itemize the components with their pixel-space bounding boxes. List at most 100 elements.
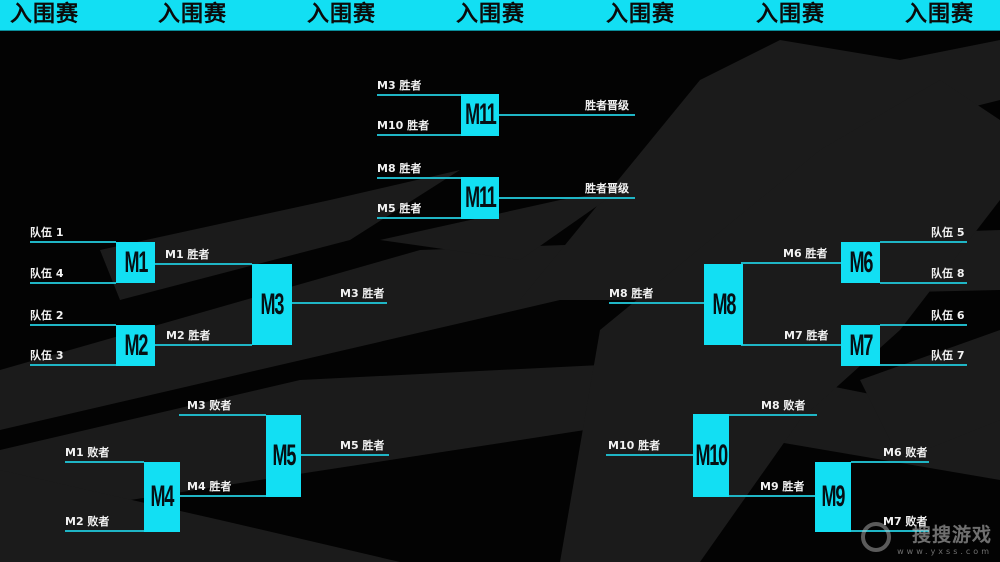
bracket-line	[377, 94, 461, 96]
bg-stripe	[100, 170, 460, 300]
bracket-line	[729, 495, 815, 497]
watermark-name: 搜搜游戏	[911, 524, 992, 546]
match-box[interactable]: M3	[252, 264, 292, 345]
match-output-label: M8 胜者	[609, 287, 654, 300]
banner-title: 入围赛	[456, 2, 526, 27]
bracket-line	[301, 454, 389, 456]
bracket-line	[499, 197, 635, 199]
match-input-label: M7 败者	[883, 515, 928, 528]
match-input-label: 队伍 7	[931, 349, 965, 362]
bracket-line	[741, 262, 841, 264]
banner-title: 入围赛	[756, 2, 826, 27]
match-output-label: M9 胜者	[760, 480, 805, 493]
bracket-line	[880, 241, 967, 243]
match-id: M7	[849, 328, 873, 362]
match-input-label: M6 败者	[883, 446, 928, 459]
header-banner: 入围赛 入围赛 入围赛 入围赛 入围赛 入围赛 入围赛	[0, 0, 1000, 31]
bg-stripe	[560, 80, 1000, 562]
match-box[interactable]: M8	[704, 264, 743, 345]
match-input-label: M8 胜者	[377, 162, 422, 175]
match-input-label: 队伍 8	[931, 267, 965, 280]
match-input-label: M1 败者	[65, 446, 110, 459]
match-box[interactable]: M6	[841, 242, 880, 283]
match-input-label: M8 败者	[761, 399, 806, 412]
match-input-label: M3 胜者	[377, 79, 422, 92]
bracket-line	[499, 114, 635, 116]
bracket-line	[377, 177, 461, 179]
bracket-line	[30, 241, 116, 243]
match-input-label: M5 胜者	[377, 202, 422, 215]
bracket-line	[179, 414, 266, 416]
match-output-label: M6 胜者	[783, 247, 828, 260]
match-input-label: 队伍 6	[931, 309, 965, 322]
match-id: M1	[124, 245, 148, 279]
match-output-label: M3 胜者	[340, 287, 385, 300]
bracket-line	[606, 454, 693, 456]
match-box[interactable]: M2	[116, 325, 155, 366]
watermark-url: www.yxss.com	[897, 547, 992, 556]
match-output-label: 胜者晋级	[585, 182, 629, 195]
search-logo-icon	[861, 522, 892, 552]
match-output-label: 胜者晋级	[585, 99, 629, 112]
bracket-line	[155, 344, 252, 346]
match-id: M2	[124, 328, 148, 362]
match-id: M5	[272, 439, 296, 472]
match-box[interactable]: M11	[461, 94, 499, 136]
banner-title: 入围赛	[158, 2, 228, 27]
match-box[interactable]: M5	[266, 415, 301, 497]
bracket-line	[880, 324, 967, 326]
match-id: M6	[849, 245, 873, 279]
match-output-label: M1 胜者	[165, 248, 210, 261]
match-box[interactable]: M1	[116, 242, 155, 283]
banner-title: 入围赛	[307, 2, 377, 27]
bracket-line	[65, 461, 144, 463]
bracket-line	[851, 461, 929, 463]
match-output-label: M2 胜者	[166, 329, 211, 342]
match-input-label: 队伍 4	[30, 267, 64, 280]
match-id: M9	[821, 480, 846, 513]
match-box[interactable]: M11	[461, 177, 499, 219]
bracket-line	[180, 495, 266, 497]
bracket-line	[65, 530, 144, 532]
match-input-label: M2 败者	[65, 515, 110, 528]
match-output-label: M10 胜者	[608, 439, 661, 452]
match-id: M4	[150, 480, 175, 513]
match-input-label: 队伍 5	[931, 226, 965, 239]
bracket-line	[377, 217, 461, 219]
match-id: M11	[464, 181, 497, 214]
bracket-line	[292, 302, 387, 304]
match-input-label: 队伍 2	[30, 309, 64, 322]
watermark: 搜搜游戏 www.yxss.com	[861, 520, 992, 556]
bg-stripe	[860, 330, 1000, 460]
match-id: M8	[712, 287, 736, 321]
bg-stripe	[380, 190, 620, 260]
bracket-line	[30, 282, 116, 284]
match-box[interactable]: M4	[144, 462, 180, 532]
banner-title: 入围赛	[10, 2, 80, 27]
bracket-line	[880, 282, 967, 284]
bg-stripe	[520, 40, 1000, 300]
bracket-line	[30, 324, 116, 326]
match-output-label: M4 胜者	[187, 480, 232, 493]
banner-title: 入围赛	[606, 2, 676, 27]
match-input-label: M3 败者	[187, 399, 232, 412]
match-input-label: M10 胜者	[377, 119, 430, 132]
match-box[interactable]: M9	[815, 462, 851, 532]
match-box[interactable]: M10	[693, 414, 729, 497]
bracket-line	[880, 364, 967, 366]
match-input-label: 队伍 3	[30, 349, 64, 362]
match-box[interactable]: M7	[841, 325, 880, 366]
match-output-label: M7 胜者	[784, 329, 829, 342]
bg-stripe	[0, 470, 400, 562]
bracket-line	[741, 344, 841, 346]
match-id: M10	[695, 438, 728, 472]
bracket-line	[155, 263, 252, 265]
match-output-label: M5 胜者	[340, 439, 385, 452]
match-id: M3	[260, 287, 285, 321]
match-input-label: 队伍 1	[30, 226, 64, 239]
bracket-line	[729, 414, 817, 416]
bracket-line	[377, 134, 461, 136]
banner-title: 入围赛	[905, 2, 975, 27]
